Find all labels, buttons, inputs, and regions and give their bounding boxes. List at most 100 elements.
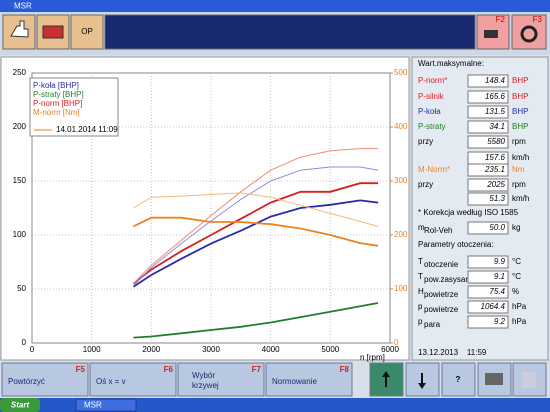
series-line [133, 166, 379, 287]
function-label-line: Wybór [192, 371, 215, 380]
y2-tick-label: 100 [394, 284, 408, 293]
legend-label: P-straty [BHP] [33, 90, 84, 99]
value-box [467, 163, 509, 177]
env-sub: para [424, 320, 441, 329]
help-icon: ? [456, 375, 461, 384]
env-label: H [418, 287, 424, 296]
y2-tick-label: 400 [394, 122, 408, 131]
value: 51.3 [489, 194, 505, 203]
legend-label: M-norm [Nm] [33, 108, 80, 117]
value: 5580 [487, 137, 505, 146]
row-unit: BHP [512, 122, 528, 131]
panel-header: Wart.maksymalne: [418, 59, 484, 68]
value-box [467, 221, 509, 235]
function-button[interactable] [1, 362, 89, 397]
row-label: przy [418, 137, 433, 146]
row-unit: BHP [512, 92, 528, 101]
env-label: T [418, 257, 423, 266]
row-label: P-norm* [418, 76, 447, 85]
task-button[interactable] [75, 398, 137, 412]
op-label: OP [81, 27, 93, 36]
f3-key: F3 [533, 15, 543, 24]
value-box [467, 270, 509, 284]
f3-icon [520, 25, 538, 43]
env-sub: otoczenie [424, 260, 459, 269]
print-icon [485, 373, 503, 385]
function-key: F7 [252, 365, 262, 374]
function-label-line: krzywej [192, 381, 219, 390]
op-button[interactable] [70, 14, 104, 50]
series-line [133, 192, 379, 227]
function-label: Normowanie [272, 377, 317, 386]
env-label: p [418, 302, 423, 311]
ok-button[interactable] [2, 14, 36, 50]
x-axis-label: n [rpm] [360, 353, 385, 362]
value-box [467, 285, 509, 299]
series-line [132, 182, 379, 285]
value: 9.1 [494, 272, 505, 281]
task-label: MSR [84, 401, 102, 410]
value: 34.1 [489, 122, 505, 131]
y-tick-label: 50 [17, 284, 26, 293]
value-box [467, 90, 509, 104]
legend-label: P-koła [BHP] [33, 81, 79, 90]
legend-label: P-norm [BHP] [33, 99, 82, 108]
start-button[interactable] [0, 398, 40, 412]
row-label: P-straty [418, 122, 446, 131]
row-label: przy [418, 180, 433, 189]
value: 9.2 [494, 317, 506, 326]
x-tick-label: 0 [30, 345, 35, 354]
x-tick-label: 5000 [321, 345, 339, 354]
start-label: Start [11, 401, 30, 410]
function-key: F6 [164, 365, 174, 374]
value: 1064.4 [481, 302, 506, 311]
function-button[interactable] [177, 362, 265, 397]
value: 165.6 [485, 92, 506, 101]
value: 50.0 [489, 223, 505, 232]
value-box [467, 135, 509, 149]
value: 2025 [486, 180, 505, 189]
env-label: T [418, 272, 423, 281]
row-unit: km/h [512, 194, 529, 203]
function-label: Oś x = v [96, 377, 126, 386]
value-box [467, 105, 509, 119]
row-unit: rpm [512, 180, 526, 189]
value-box [467, 300, 509, 314]
function-label: Powtórzyć [8, 377, 45, 386]
row-unit: Nm [512, 165, 525, 174]
series-line [133, 302, 379, 339]
row-label: P-silnik [418, 92, 445, 101]
value: 9.9 [494, 257, 506, 266]
engine-icon [42, 25, 64, 39]
f3-button[interactable] [511, 14, 547, 50]
value: 75.4 [489, 287, 505, 296]
x-tick-label: 2000 [142, 345, 160, 354]
function-button[interactable] [265, 362, 353, 397]
value: 131.5 [485, 107, 506, 116]
panel-date: 13.12.2013 11:59 [418, 348, 487, 357]
value-box [467, 255, 509, 269]
env-unit: hPa [512, 302, 527, 311]
engine-button[interactable] [36, 14, 70, 50]
row-unit: BHP [512, 76, 528, 85]
value-box [467, 192, 509, 206]
note: * Korekcja według ISO 1585 [418, 208, 519, 217]
env-label: p [418, 317, 423, 326]
env-unit: °C [512, 272, 521, 281]
function-button[interactable] [89, 362, 177, 397]
row-unit: BHP [512, 107, 528, 116]
save-icon [522, 372, 536, 388]
status-bar [104, 14, 476, 50]
x-tick-label: 3000 [202, 345, 220, 354]
icon-button[interactable] [441, 362, 476, 397]
value: 157.6 [485, 153, 506, 162]
y-tick-label: 200 [13, 122, 27, 131]
y-tick-label: 150 [13, 176, 27, 185]
y2-tick-label: 300 [394, 176, 408, 185]
y2-tick-label: 0 [394, 338, 399, 347]
series-line [133, 216, 379, 247]
row-unit: rpm [512, 137, 526, 146]
value-box [467, 120, 509, 134]
